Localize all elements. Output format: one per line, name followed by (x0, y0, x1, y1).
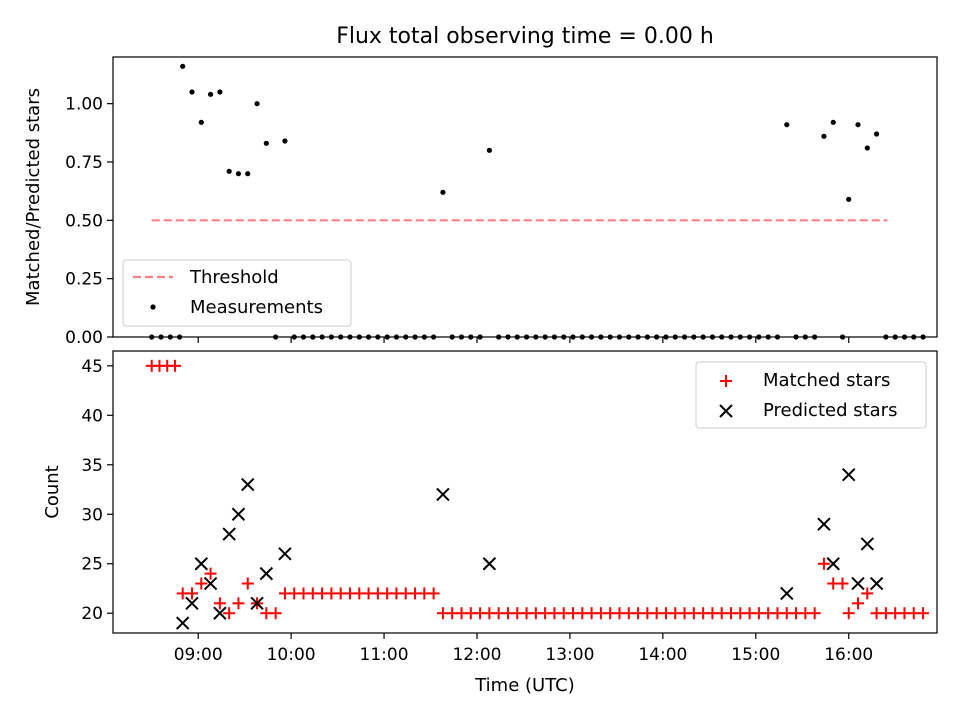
legend-measurements-label: Measurements (190, 297, 323, 318)
top-y-tick-label: 0.00 (65, 328, 103, 348)
legend-measurements-swatch (150, 304, 156, 310)
matched-point (185, 587, 198, 600)
measurement-point (864, 145, 870, 151)
measurement-point (846, 196, 852, 202)
predicted-point (175, 616, 190, 630)
x-tick-label: 09:00 (174, 645, 223, 665)
x-axis-label: Time (UTC) (474, 675, 575, 696)
measurement-point (217, 89, 223, 95)
top-legend-box (122, 259, 352, 327)
measurement-point (486, 147, 492, 153)
bottom-y-tick-label: 30 (81, 505, 103, 525)
measurement-point (235, 171, 242, 177)
bottom-y-tick-label: 25 (81, 555, 103, 575)
predicted-point (250, 596, 264, 611)
bottom-plot-frame (112, 350, 938, 634)
x-tick-label: 13:00 (545, 645, 594, 665)
top-legend: Threshold Measurements (122, 259, 352, 327)
x-tick-label: 14:00 (638, 645, 687, 665)
top-plot-frame (112, 56, 938, 338)
measurement-point (263, 140, 269, 146)
matched-point (168, 359, 181, 372)
predicted-point (851, 576, 865, 591)
x-tick-label: 11:00 (360, 645, 409, 665)
predicted-point (222, 527, 236, 541)
top-y-tick-label: 0.25 (65, 270, 103, 290)
matched-point (269, 607, 282, 620)
legend-threshold-label: Threshold (189, 267, 279, 288)
top-y-axis-label: Matched/Predicted stars (23, 88, 44, 306)
matched-point (852, 597, 865, 610)
measurement-point (821, 133, 827, 139)
x-tick-label: 15:00 (731, 645, 780, 665)
measurement-point (226, 168, 232, 174)
predicted-point (194, 557, 208, 571)
top-y-tick-label: 1.00 (65, 95, 103, 115)
measurement-point (245, 171, 251, 177)
predicted-point (203, 576, 218, 591)
legend-predicted-label: Predicted stars (763, 400, 897, 421)
matched-point (817, 557, 830, 570)
top-y-tick-label: 0.75 (65, 153, 103, 173)
matched-point (427, 587, 440, 600)
bottom-legend: Matched stars Predicted stars (695, 361, 927, 429)
measurement-point (830, 119, 836, 125)
measurement-point (440, 189, 446, 195)
measurement-point (198, 119, 204, 125)
matched-point (842, 607, 855, 620)
predicted-point (826, 557, 840, 571)
chart-title: Flux total observing time = 0.00 h (336, 24, 714, 49)
top-y-tick-label: 0.50 (65, 211, 103, 231)
matched-point (213, 597, 226, 610)
matched-point (204, 567, 217, 580)
matched-point (241, 577, 254, 590)
matched-point (917, 607, 930, 620)
predicted-point (869, 576, 884, 591)
top-panel: 0.00 0.25 0.50 0.75 1.00 Matched/Predicted s… (23, 56, 938, 348)
measurement-point (855, 122, 861, 128)
measurement-point (282, 138, 288, 144)
predicted-point (842, 467, 856, 482)
x-tick-label: 12:00 (452, 645, 501, 665)
x-tick-label: 16:00 (824, 645, 873, 665)
x-tick-label: 10:00 (267, 645, 316, 665)
predicted-point (259, 566, 274, 581)
legend-matched-label: Matched stars (763, 370, 890, 391)
matched-point (808, 607, 821, 620)
bottom-panel: 20 25 30 35 40 45 09:00 10:00 11:00 12:00 13:00 14… (42, 350, 938, 696)
measurement-point (254, 101, 260, 107)
bottom-y-tick-label: 40 (81, 406, 103, 426)
legend-matched-swatch (720, 375, 732, 387)
measurement-point (180, 63, 186, 69)
measurement-point (784, 122, 790, 128)
bottom-y-tick-label: 35 (81, 456, 103, 476)
predicted-point (213, 606, 227, 620)
matched-point (836, 577, 849, 590)
predicted-point (482, 557, 497, 571)
measurement-point (189, 89, 195, 95)
bottom-y-axis-label: Count (42, 465, 63, 518)
predicted-point (817, 517, 831, 531)
matched-point (223, 607, 236, 620)
predicted-point (241, 477, 255, 492)
bottom-legend-box (695, 361, 927, 429)
matched-point (232, 597, 245, 610)
measurement-point (873, 131, 880, 137)
measurement-point (207, 91, 214, 97)
predicted-point (231, 507, 246, 521)
predicted-point (780, 586, 794, 601)
legend-predicted-swatch (719, 404, 733, 418)
predicted-point (185, 596, 199, 611)
predicted-point (278, 547, 292, 561)
predicted-point (860, 537, 875, 551)
bottom-y-tick-label: 45 (81, 357, 103, 377)
matched-point (195, 577, 208, 590)
matched-point (861, 587, 874, 600)
bottom-y-tick-label: 20 (81, 604, 103, 624)
predicted-point (436, 487, 450, 502)
